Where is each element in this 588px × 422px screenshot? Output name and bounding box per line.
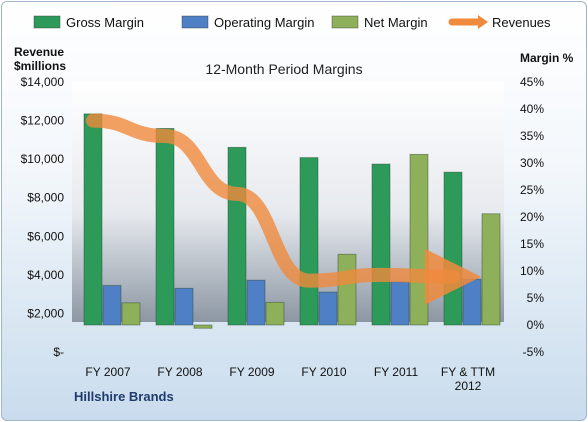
x-tick-label: 2012 [455, 379, 482, 393]
right-tick-label: 25% [520, 183, 544, 197]
legend-swatch [33, 15, 61, 29]
bar-operating-margin [390, 281, 410, 326]
plot-area-background [72, 82, 504, 322]
bar-operating-margin [462, 278, 482, 326]
left-axis: $- $2,000 $4,000 $6,000 $8,000 $10,000 $12,000… [21, 75, 65, 359]
x-tick-label: FY 2007 [85, 365, 130, 379]
left-tick-label: $4,000 [27, 268, 64, 282]
bar-net-margin [193, 324, 213, 329]
bar-operating-margin [246, 279, 266, 326]
right-tick-label: 30% [520, 156, 544, 170]
legend-swatch [181, 15, 209, 29]
left-tick-label: $6,000 [27, 229, 64, 243]
bar-gross-margin [155, 128, 175, 326]
bar-net-margin [337, 253, 357, 326]
x-tick-label: FY 2009 [229, 365, 274, 379]
bar-gross-margin [227, 146, 247, 326]
bar-operating-margin [102, 285, 122, 326]
company-name: Hillshire Brands [74, 389, 174, 404]
bar-gross-margin [371, 163, 391, 326]
right-tick-label: -5% [523, 345, 545, 359]
bar-gross-margin [443, 171, 463, 326]
right-tick-label: 20% [520, 210, 544, 224]
x-tick-label: FY 2010 [301, 365, 346, 379]
x-tick-label: FY 2008 [157, 365, 202, 379]
bar-net-margin [409, 153, 429, 326]
right-axis: -5% 0% 5% 10% 15% 20% 25% 30% 35% 40% 45% [520, 75, 544, 359]
right-tick-label: 45% [520, 75, 544, 89]
left-tick-label: $2,000 [27, 306, 64, 320]
right-tick-label: 15% [520, 237, 544, 251]
legend-label: Revenues [492, 15, 551, 30]
left-axis-label-line2: $millions [14, 59, 66, 73]
right-tick-label: 5% [527, 291, 545, 305]
bar-operating-margin [318, 291, 338, 326]
left-tick-label: $- [53, 345, 64, 359]
legend-swatch [331, 15, 359, 29]
chart-title: 12-Month Period Margins [205, 61, 362, 77]
left-tick-label: $10,000 [21, 152, 65, 166]
legend-label: Gross Margin [66, 15, 144, 30]
right-tick-label: 0% [527, 318, 545, 332]
left-tick-label: $12,000 [21, 114, 65, 128]
legend-label: Operating Margin [214, 15, 314, 30]
revenue-line [86, 113, 481, 305]
left-tick-label: $14,000 [21, 75, 65, 89]
legend-arrow-icon [478, 15, 488, 29]
right-axis-label: Margin % [520, 51, 574, 65]
x-axis: FY 2007 FY 2008 FY 2009 FY 2010 FY 2011 FY & … [85, 365, 495, 393]
legend-label: Net Margin [364, 15, 428, 30]
bar-gross-margin [83, 113, 103, 326]
right-tick-label: 10% [520, 264, 544, 278]
x-tick-label: FY & TTM [441, 365, 495, 379]
right-tick-label: 40% [520, 102, 544, 116]
bar-net-margin [481, 213, 501, 326]
left-tick-label: $8,000 [27, 191, 64, 205]
x-tick-label: FY 2011 [374, 365, 419, 379]
left-axis-label-line1: Revenue [14, 45, 64, 59]
right-tick-label: 35% [520, 129, 544, 143]
bar-net-margin [121, 302, 141, 326]
bar-net-margin [265, 301, 285, 326]
bar-operating-margin [174, 287, 194, 326]
bar-gross-margin [299, 157, 319, 326]
legend: Gross Margin Operating Margin Net Margin Re… [33, 15, 551, 30]
